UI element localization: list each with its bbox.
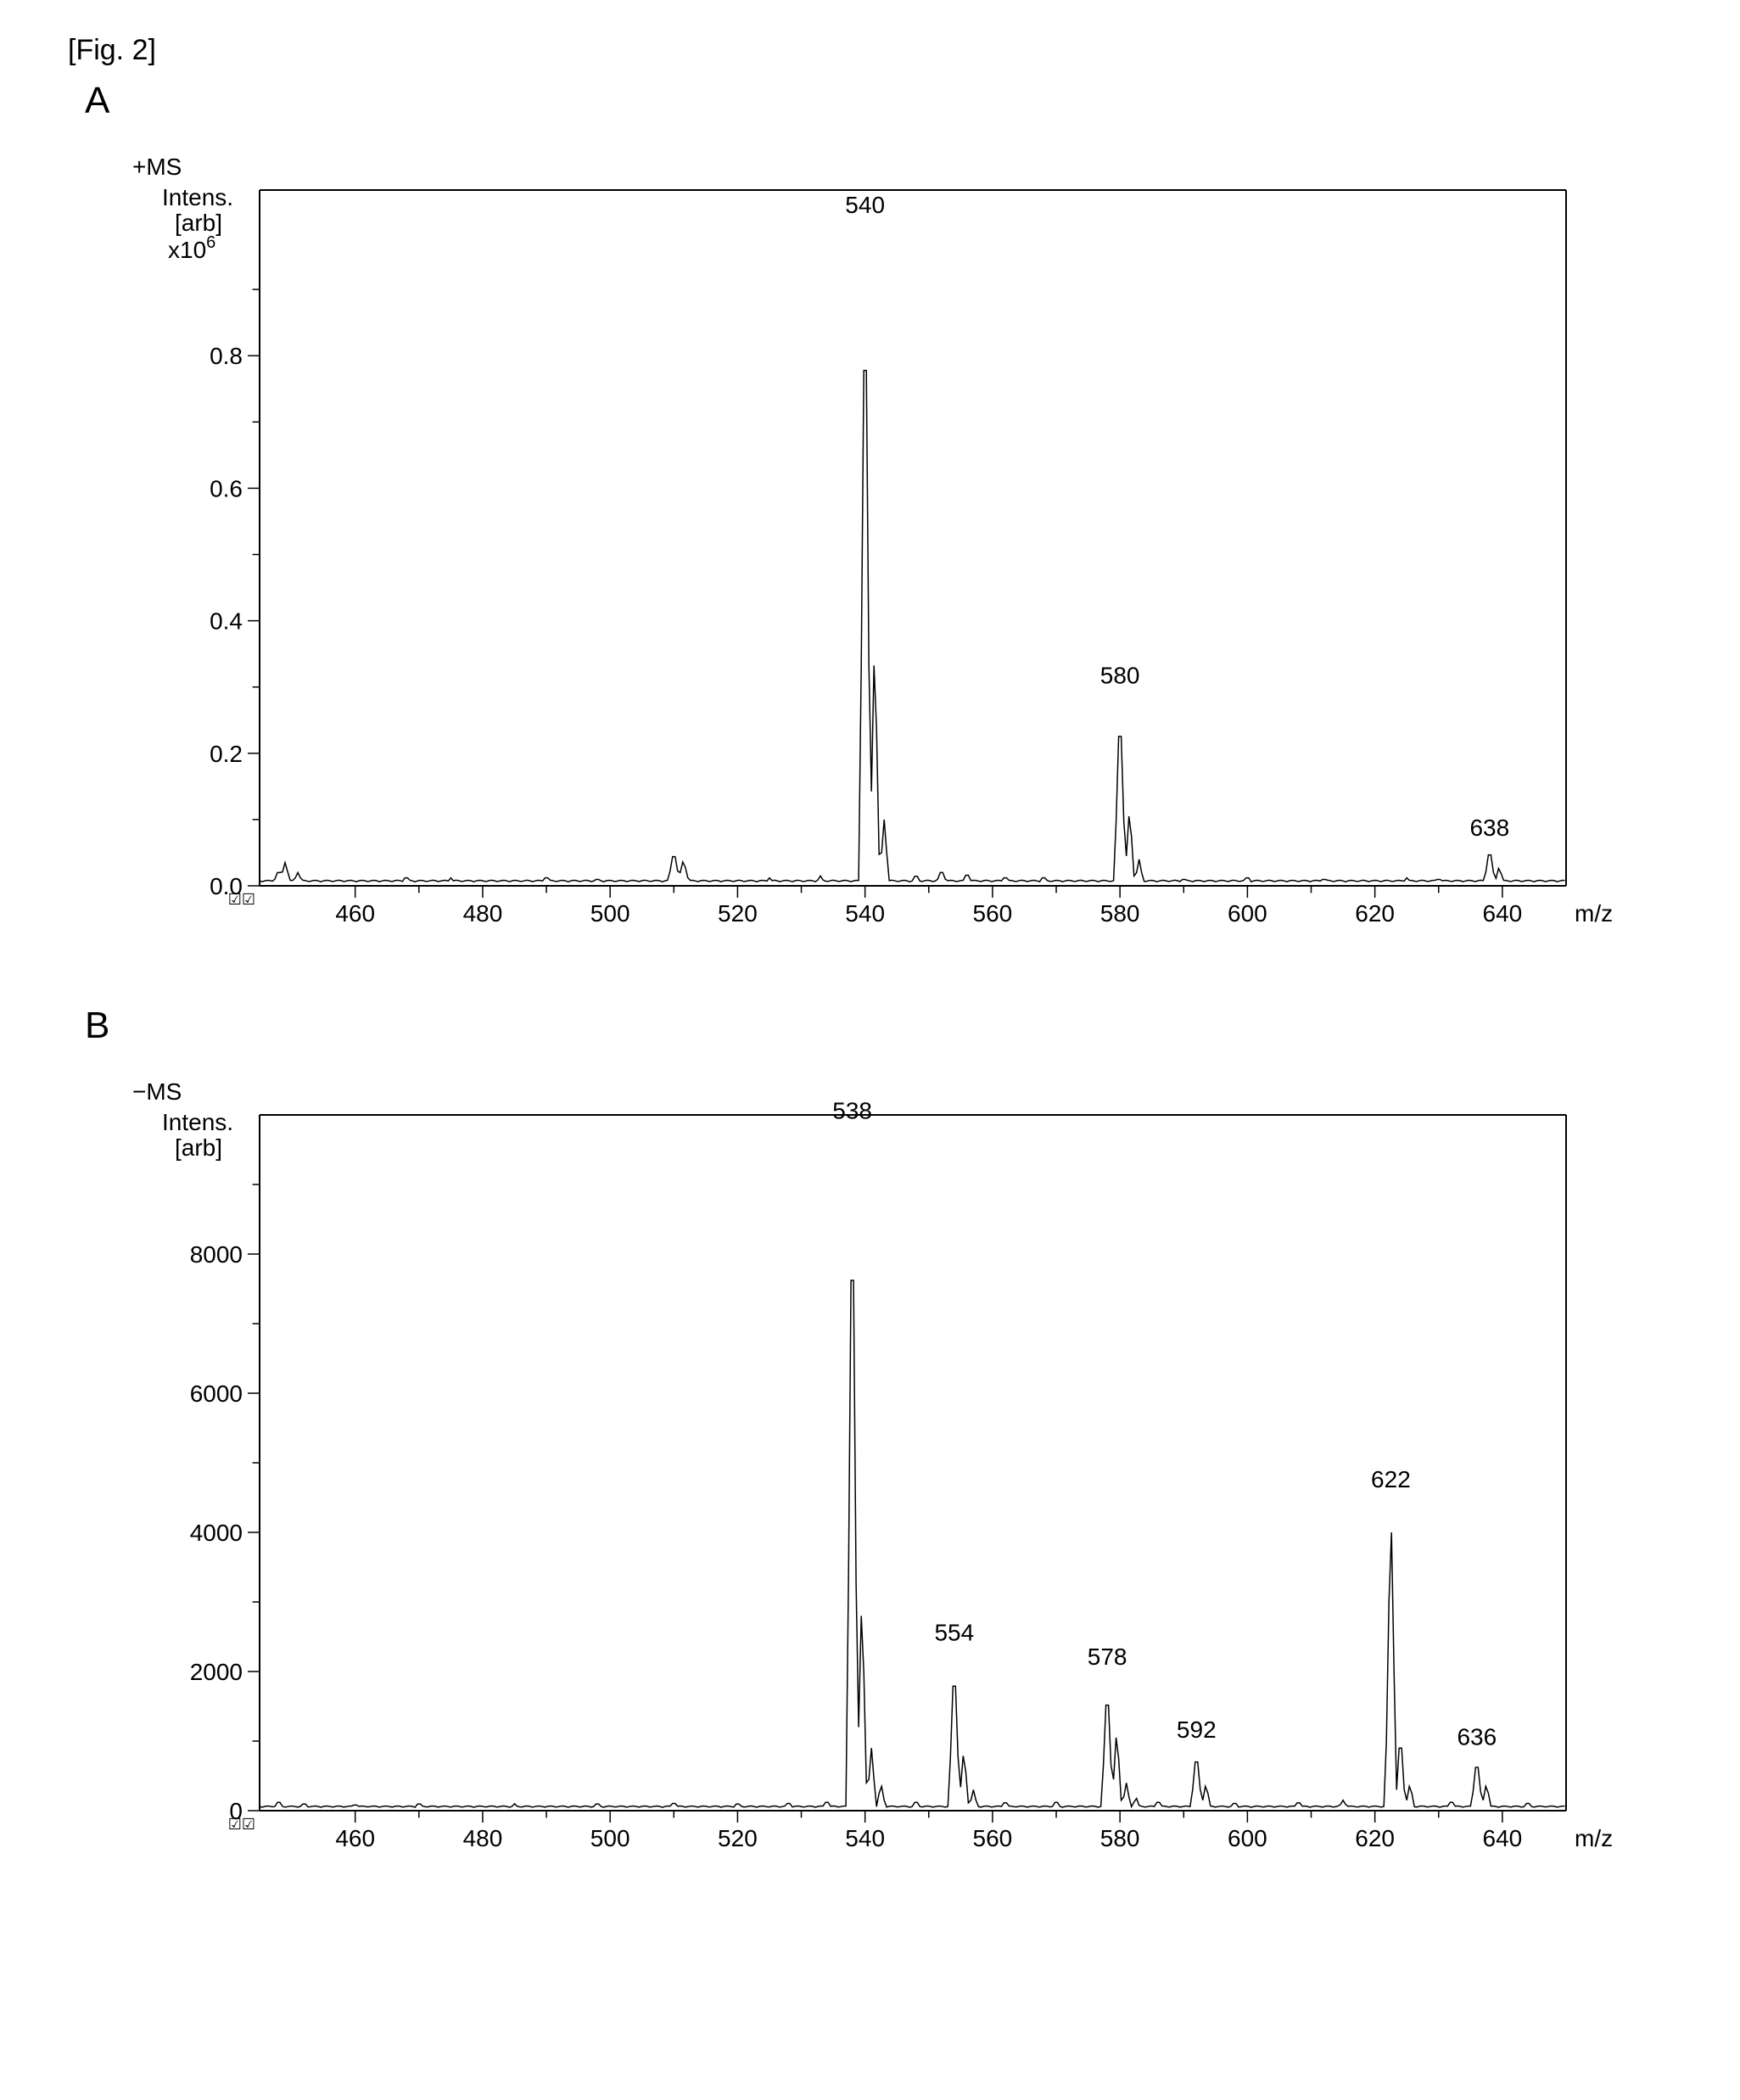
svg-text:−MS: −MS (132, 1078, 182, 1105)
chart-a: 460480500520540560580600620640m/z0.00.20… (107, 122, 1634, 971)
svg-text:m/z: m/z (1575, 900, 1613, 927)
panel-a-label: A (85, 80, 1706, 122)
svg-text:460: 460 (335, 900, 375, 927)
svg-text:580: 580 (1099, 1825, 1139, 1851)
svg-text:540: 540 (845, 1825, 885, 1851)
svg-text:0.2: 0.2 (210, 741, 243, 767)
svg-text:Intens.: Intens. (162, 1109, 233, 1135)
panel-b-label: B (85, 1005, 1706, 1047)
svg-text:x106: x106 (168, 233, 215, 263)
svg-text:0.6: 0.6 (210, 475, 243, 501)
svg-text:500: 500 (590, 900, 629, 927)
svg-text:0.4: 0.4 (210, 608, 243, 635)
svg-text:578: 578 (1087, 1644, 1127, 1670)
svg-text:[arb]: [arb] (175, 210, 222, 236)
figure-label: [Fig. 2] (68, 34, 1706, 67)
svg-text:2000: 2000 (189, 1659, 242, 1685)
svg-text:m/z: m/z (1575, 1825, 1613, 1851)
svg-text:640: 640 (1482, 900, 1522, 927)
svg-text:☑☑: ☑☑ (227, 1816, 255, 1833)
svg-text:622: 622 (1371, 1466, 1411, 1492)
svg-text:600: 600 (1228, 1825, 1267, 1851)
svg-text:540: 540 (845, 192, 885, 218)
svg-text:480: 480 (462, 900, 502, 927)
svg-text:520: 520 (718, 1825, 758, 1851)
svg-text:580: 580 (1099, 663, 1139, 689)
svg-text:500: 500 (590, 1825, 629, 1851)
svg-text:620: 620 (1355, 1825, 1395, 1851)
svg-text:620: 620 (1355, 900, 1395, 927)
svg-text:☑☑: ☑☑ (227, 891, 255, 908)
svg-text:600: 600 (1228, 900, 1267, 927)
svg-text:540: 540 (845, 900, 885, 927)
svg-text:640: 640 (1482, 1825, 1522, 1851)
svg-text:560: 560 (972, 1825, 1012, 1851)
svg-text:4000: 4000 (189, 1520, 242, 1546)
svg-text:8000: 8000 (189, 1241, 242, 1268)
svg-text:638: 638 (1469, 815, 1509, 841)
svg-text:636: 636 (1457, 1723, 1497, 1750)
chart-a-svg: 460480500520540560580600620640m/z0.00.20… (107, 122, 1634, 971)
svg-text:480: 480 (462, 1825, 502, 1851)
svg-text:538: 538 (832, 1097, 872, 1123)
chart-b-svg: 460480500520540560580600620640m/z0200040… (107, 1047, 1634, 1896)
svg-text:580: 580 (1099, 900, 1139, 927)
svg-text:6000: 6000 (189, 1380, 242, 1407)
svg-text:592: 592 (1176, 1716, 1216, 1743)
svg-text:[arb]: [arb] (175, 1134, 222, 1161)
chart-b: 460480500520540560580600620640m/z0200040… (107, 1047, 1634, 1896)
svg-text:0.8: 0.8 (210, 343, 243, 369)
svg-text:Intens.: Intens. (162, 184, 233, 210)
svg-text:520: 520 (718, 900, 758, 927)
svg-text:560: 560 (972, 900, 1012, 927)
svg-text:460: 460 (335, 1825, 375, 1851)
svg-text:+MS: +MS (132, 154, 182, 180)
svg-text:554: 554 (934, 1619, 974, 1645)
